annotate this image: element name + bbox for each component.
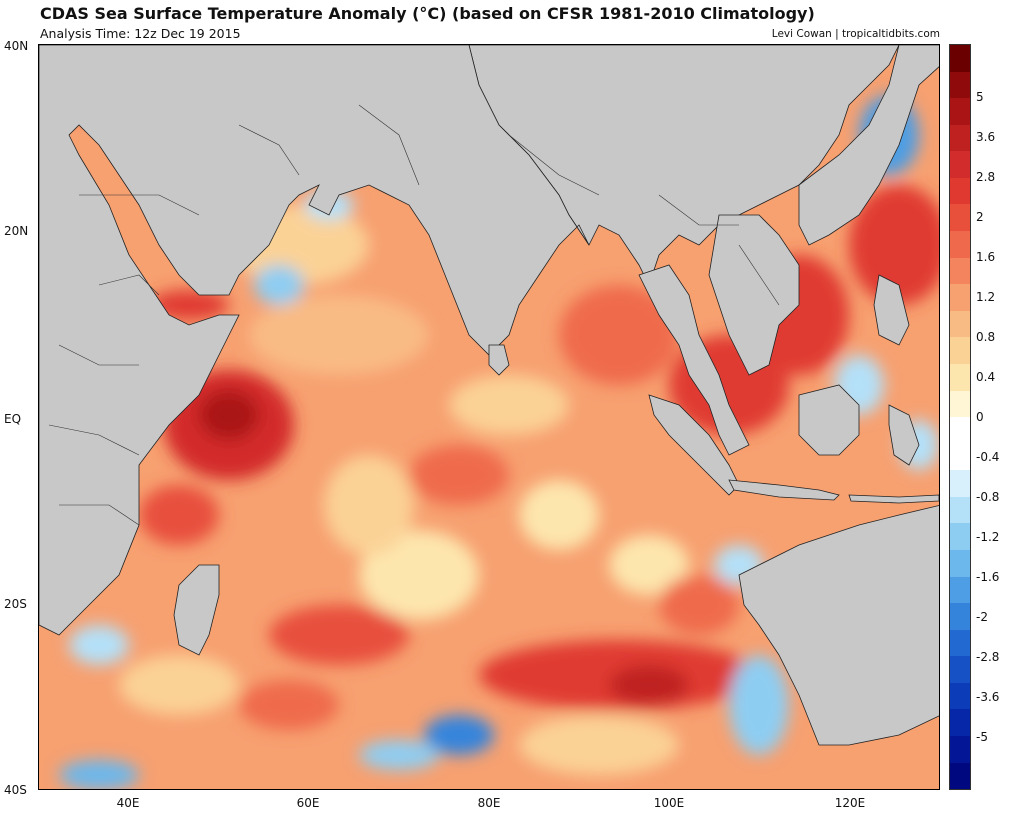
colorbar-segment (950, 284, 970, 311)
colorbar-segment (950, 231, 970, 258)
lon-label-120e: 120E (834, 796, 866, 810)
map-canvas (39, 45, 939, 789)
colorbar-tick-label: -0.8 (976, 489, 1000, 504)
lat-label-eq: EQ (4, 412, 22, 426)
colorbar-tick-label: -3.6 (976, 689, 1000, 704)
credit-text: Levi Cowan | tropicaltidbits.com (771, 28, 940, 40)
colorbar-segment (950, 177, 970, 205)
lon-label-100e: 100E (653, 796, 685, 810)
colorbar-segment (950, 656, 970, 683)
land-masses (39, 45, 939, 746)
colorbar-segment (950, 682, 970, 710)
colorbar-segment (950, 549, 970, 577)
analysis-time: Analysis Time: 12z Dec 19 2015 (40, 26, 241, 41)
colorbar-segment (950, 98, 970, 125)
map-title: CDAS Sea Surface Temperature Anomaly (°C… (40, 4, 815, 23)
colorbar-tick-label: -5 (976, 729, 988, 744)
colorbar-segment (950, 762, 970, 790)
colorbar-tick-label: 0.4 (976, 370, 996, 385)
lat-label-40n: 40N (4, 39, 29, 53)
colorbar-tick-label: 3.6 (976, 130, 996, 145)
colorbar-segment (950, 443, 970, 471)
colorbar-tick-label: 1.2 (976, 290, 996, 305)
colorbar-tick-label: -1.6 (976, 569, 1000, 584)
lat-label-40s: 40S (4, 783, 27, 797)
colorbar-segment (950, 470, 970, 497)
lon-label-80e: 80E (477, 796, 501, 810)
colorbar-segment (950, 390, 970, 418)
colorbar-segment (950, 629, 970, 657)
colorbar-segment (950, 709, 970, 737)
lon-label-60e: 60E (296, 796, 320, 810)
lon-label-40e: 40E (116, 796, 140, 810)
colorbar-segment (950, 257, 970, 285)
colorbar-tick-label: 2.8 (976, 170, 996, 185)
anomaly-field (39, 75, 939, 789)
colorbar-segment (950, 337, 970, 364)
colorbar-tick-label: 2 (976, 210, 984, 225)
colorbar-tick-label: -2 (976, 609, 988, 624)
colorbar-tick-label: -0.4 (976, 449, 1000, 464)
colorbar-segment (950, 523, 970, 550)
sst-anomaly-map (38, 44, 940, 790)
colorbar-segment (950, 204, 970, 232)
colorbar-segment (950, 417, 970, 444)
colorbar-tick-label: 0 (976, 410, 984, 424)
lat-label-20s: 20S (4, 597, 27, 611)
colorbar-segment (950, 151, 970, 178)
colorbar-segment (950, 576, 970, 604)
colorbar-segment (950, 363, 970, 391)
colorbar-tick-label: 1.6 (976, 250, 996, 265)
colorbar-segment (950, 603, 970, 630)
colorbar-segment (950, 496, 970, 524)
colorbar (949, 44, 971, 790)
lat-label-20n: 20N (4, 224, 29, 238)
colorbar-tick-label: 5 (976, 90, 984, 105)
colorbar-tick-label: -2.8 (976, 649, 1000, 664)
colorbar-segment (950, 71, 970, 99)
colorbar-segment (950, 124, 970, 152)
colorbar-segment (950, 45, 970, 72)
colorbar-tick-label: -1.2 (976, 529, 1000, 544)
colorbar-tick-label: 0.8 (976, 330, 996, 345)
country-borders (48, 104, 780, 526)
colorbar-segment (950, 310, 970, 338)
colorbar-segment (950, 736, 970, 763)
